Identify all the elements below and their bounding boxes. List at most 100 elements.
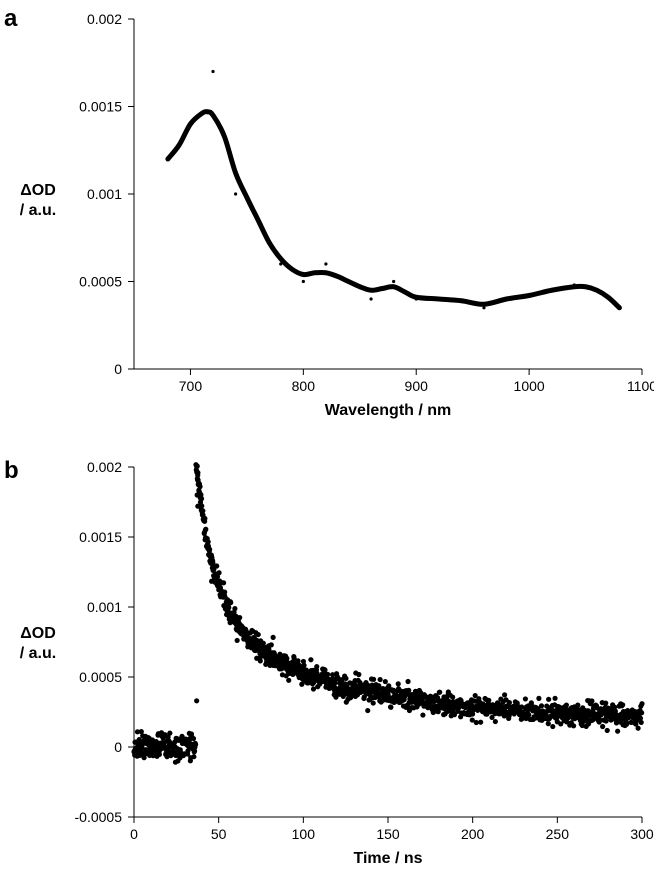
y-tick-label: 0.002 — [87, 459, 122, 475]
kinetic-data-point — [437, 689, 443, 695]
kinetic-data-point — [197, 484, 203, 490]
kinetic-data-point — [550, 723, 556, 730]
kinetic-data-point — [356, 671, 362, 678]
y-tick-label: 0.0015 — [79, 99, 122, 115]
chart-panel-a: a 0 0.0005 0.001 0.0015 0.002 700 800 900 1000 11… — [4, 5, 654, 419]
kinetic-data-point — [365, 707, 371, 714]
y-tick-label: 0.001 — [87, 599, 122, 615]
x-tick-label: 1000 — [514, 378, 545, 394]
kinetic-data-point — [194, 463, 200, 469]
kinetic-data-point — [191, 748, 198, 754]
kinetic-data-point — [228, 600, 234, 606]
y-tick-label: 0 — [114, 739, 122, 755]
spectrum-data-point — [414, 297, 418, 301]
kinetic-data-point — [406, 687, 412, 693]
kinetic-data-point — [603, 718, 609, 724]
kinetic-data-point — [450, 694, 456, 700]
kinetic-data-point — [615, 728, 621, 734]
x-axis-title: Wavelength / nm — [325, 402, 452, 419]
kinetic-data-point — [299, 681, 305, 687]
spectrum-data-point — [279, 262, 283, 266]
kinetic-data-point — [478, 719, 484, 725]
kinetic-data-point — [255, 631, 261, 638]
kinetic-data-point — [370, 676, 377, 682]
kinetic-data-point — [295, 658, 301, 664]
kinetic-data-point — [191, 754, 197, 760]
kinetic-data-point — [575, 702, 581, 708]
spectrum-data-point — [617, 306, 622, 310]
kinetic-data-point — [200, 508, 206, 514]
kinetic-data-point — [134, 729, 141, 735]
kinetic-data-point — [473, 719, 479, 726]
kinetic-data-point — [469, 717, 475, 723]
kinetic-data-point — [284, 655, 290, 661]
x-tick-label: 700 — [179, 378, 203, 394]
panel-label-b: b — [4, 457, 19, 484]
kinetic-data-point — [391, 687, 397, 693]
kinetic-data-point — [604, 727, 610, 734]
y-tick-label: 0.001 — [87, 186, 122, 202]
kinetic-data-point — [405, 678, 411, 685]
x-tick-label: 300 — [630, 826, 654, 842]
kinetic-data-point — [435, 709, 441, 715]
kinetic-data-point — [194, 698, 200, 704]
kinetic-data-point — [639, 710, 645, 716]
kinetic-data-point — [237, 614, 243, 621]
y-axis-title-line: / a.u. — [20, 202, 56, 219]
x-tick-label: 200 — [461, 826, 485, 842]
kinetic-data-point — [624, 720, 630, 726]
kinetic-data-point — [638, 719, 644, 726]
y-tick-label: 0.0005 — [79, 669, 122, 685]
kinetic-data-point — [220, 580, 227, 586]
kinetic-data-point — [519, 704, 525, 710]
kinetic-data-point — [526, 712, 532, 718]
kinetic-data-point — [552, 695, 558, 701]
kinetic-data-point — [314, 664, 320, 670]
kinetic-data-point — [558, 721, 564, 727]
x-tick-label: 0 — [130, 826, 138, 842]
x-tick-label: 150 — [376, 826, 400, 842]
x-tick-label: 100 — [292, 826, 316, 842]
kinetic-data-point — [185, 748, 191, 754]
kinetic-data-point — [633, 718, 640, 724]
kinetic-data-point — [222, 589, 228, 595]
spectrum-fit-curve — [165, 109, 622, 311]
kinetic-data-point — [522, 696, 529, 702]
y-tick-label: 0.0005 — [79, 274, 122, 290]
kinetic-data-point — [423, 694, 429, 700]
kinetic-data-point — [322, 667, 328, 673]
kinetic-data-point — [270, 634, 276, 640]
kinetic-data-point — [620, 702, 626, 708]
kinetic-data-point — [395, 681, 401, 687]
kinetic-data-point — [156, 751, 163, 758]
x-tick-label: 50 — [211, 826, 227, 842]
kinetic-data-point — [243, 628, 249, 634]
kinetic-data-point — [388, 704, 394, 710]
kinetic-data-point — [348, 694, 354, 701]
spectrum-data-point — [301, 279, 305, 284]
kinetic-data-point — [268, 642, 274, 648]
kinetic-data-point — [226, 604, 232, 611]
kinetic-data-point — [138, 729, 144, 735]
kinetic-data-point — [232, 606, 238, 612]
kinetic-data-point — [329, 672, 336, 678]
kinetic-data-point — [430, 709, 436, 716]
y-axis-title-line: ΔOD — [20, 625, 56, 642]
kinetic-data-point — [257, 658, 263, 664]
kinetic-data-point — [193, 741, 199, 748]
kinetic-data-point — [216, 570, 222, 576]
x-axis-title: Time / ns — [353, 850, 422, 867]
kinetic-data-point — [339, 677, 345, 683]
kinetic-data-point — [202, 515, 208, 522]
kinetic-data-point — [195, 470, 201, 476]
kinetic-data-point — [325, 671, 331, 677]
kinetic-data-point — [343, 675, 349, 682]
kinetic-data-point — [506, 699, 513, 706]
spectrum-data-point — [324, 262, 328, 266]
kinetic-data-point — [536, 695, 542, 701]
y-tick-label: 0.002 — [87, 11, 122, 27]
kinetic-data-point — [377, 676, 383, 683]
kinetic-data-point — [597, 717, 603, 723]
kinetic-data-point — [141, 755, 147, 761]
kinetic-data-point — [260, 640, 266, 646]
